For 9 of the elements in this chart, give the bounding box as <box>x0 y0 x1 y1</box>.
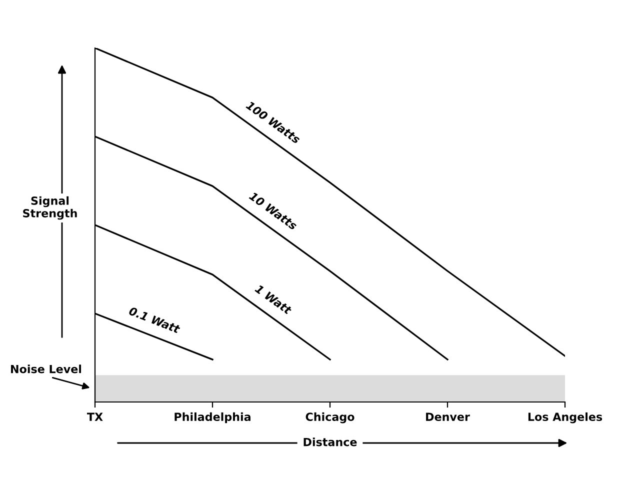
x-tick-label: Philadelphia <box>174 412 250 424</box>
x-axis-title: Distance <box>304 438 357 446</box>
y-axis-title: Signal Strength <box>23 196 77 220</box>
text: 0.1 Watt <box>128 306 181 334</box>
x-tick-label: Los Angeles <box>528 412 602 424</box>
x-tick-label: TX <box>86 412 103 421</box>
x-tick-label: Chicago <box>306 412 354 424</box>
x-tick-label: Denver <box>426 412 470 422</box>
band-label: Noise Level <box>11 364 82 374</box>
